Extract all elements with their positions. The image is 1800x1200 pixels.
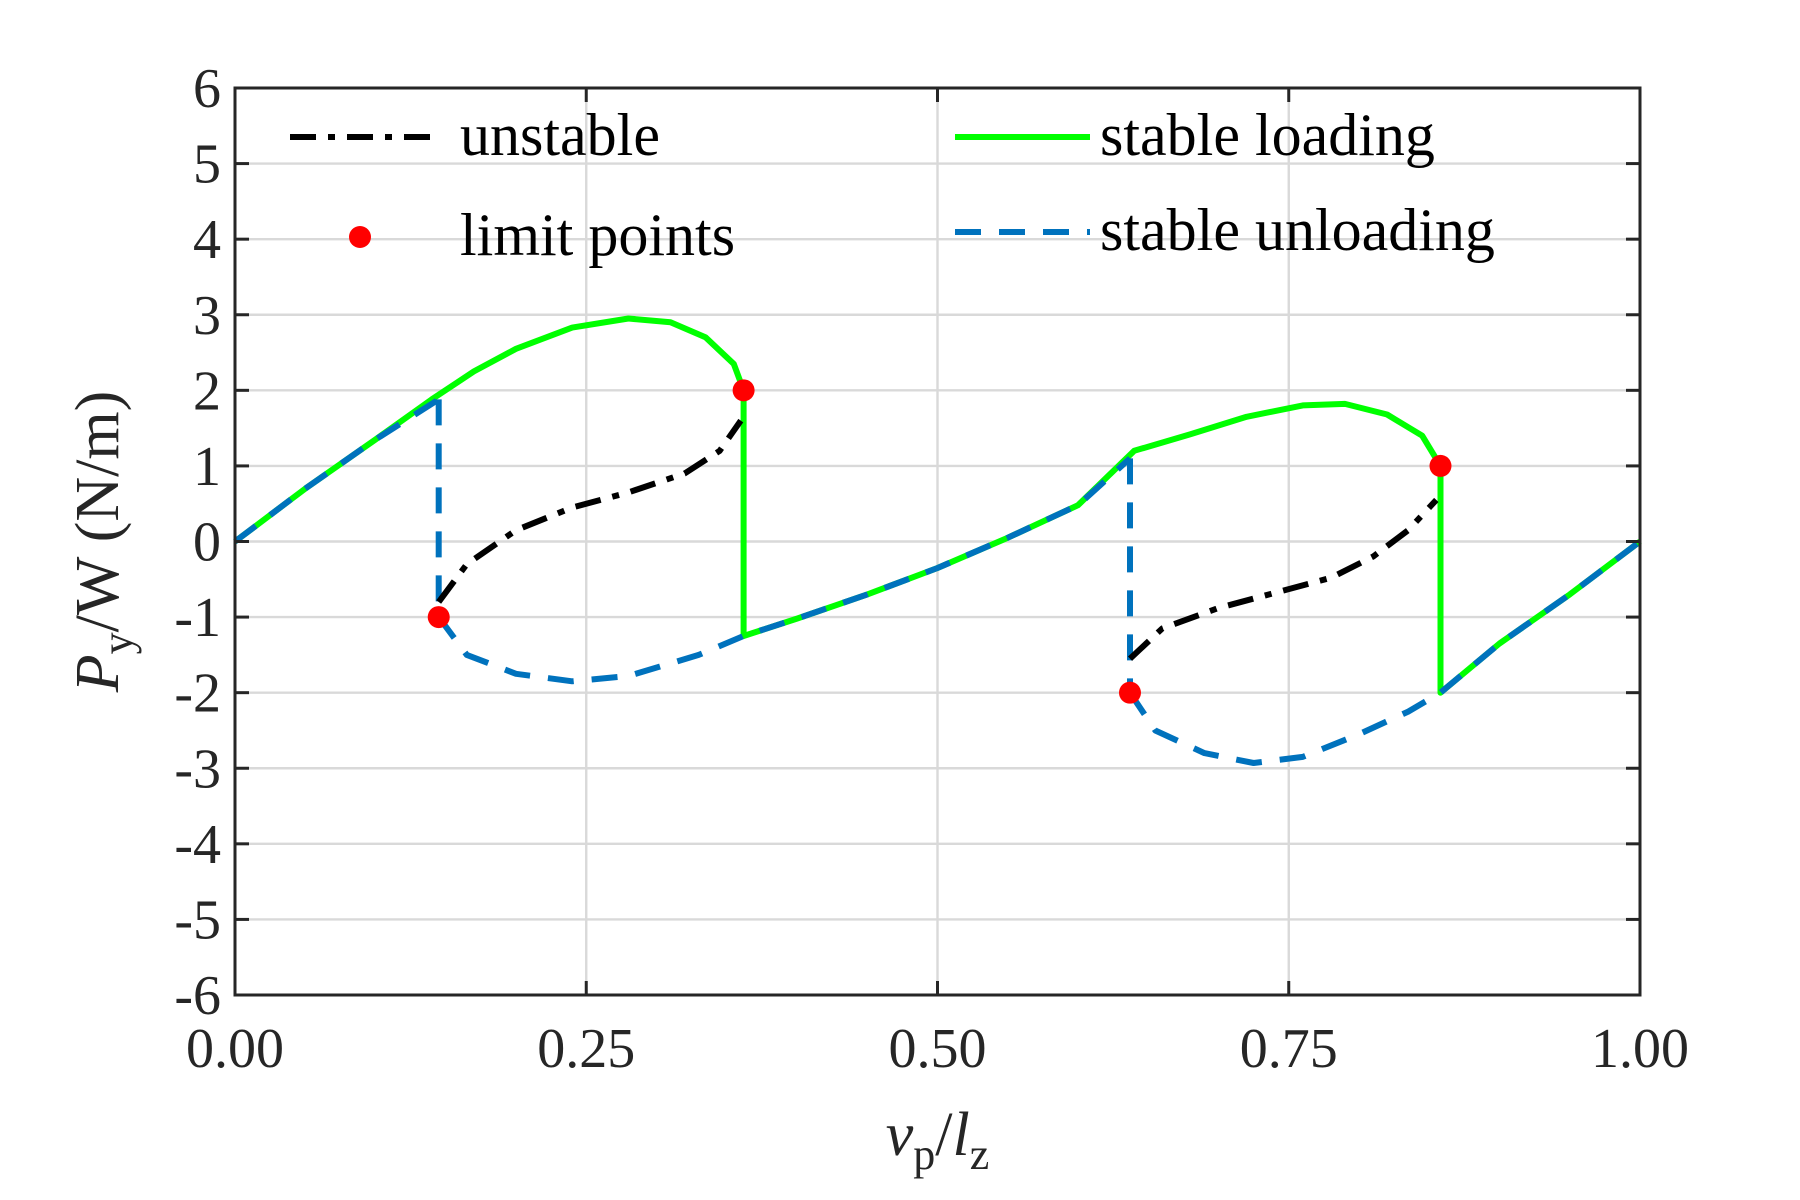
y-tick-label: -3 bbox=[174, 738, 221, 800]
tick-layer: 0.00 0.25 0.50 0.75 1.00 6 5 4 3 2 1 0 -1 -2 -3 -4 -5 -6 bbox=[174, 58, 1689, 1080]
y-tick-label: 6 bbox=[193, 58, 221, 120]
series-layer bbox=[233, 315, 1642, 766]
x-label-var: v bbox=[886, 1101, 914, 1169]
y-tick-label: 2 bbox=[193, 360, 221, 422]
y-label-var: P bbox=[64, 654, 132, 693]
x-tick-label: 0.50 bbox=[889, 1018, 987, 1080]
legend-marker-limit-points bbox=[349, 226, 371, 248]
y-tick-label: -4 bbox=[174, 814, 221, 876]
x-label-sep: / bbox=[935, 1101, 953, 1169]
y-tick-label: 0 bbox=[193, 512, 221, 574]
x-label-var2-sub: z bbox=[970, 1130, 990, 1179]
legend: unstable stable loading limit points stable… bbox=[290, 102, 1495, 268]
series-line-stable-unloading bbox=[1127, 539, 1642, 766]
x-label-var-sub: p bbox=[913, 1130, 935, 1179]
y-tick-label: -5 bbox=[174, 889, 221, 951]
x-tick-label: 1.00 bbox=[1591, 1018, 1689, 1080]
y-axis-label: Py/W (N/m) bbox=[64, 391, 142, 694]
legend-label-unstable: unstable bbox=[460, 102, 660, 168]
x-tick-label: 0.75 bbox=[1240, 1018, 1338, 1080]
marker-layer bbox=[427, 379, 1452, 704]
y-label-rest: /W (N/m) bbox=[64, 391, 132, 633]
limit-point-marker bbox=[427, 606, 450, 629]
y-tick-label: 5 bbox=[193, 134, 221, 196]
series-line-stable-unloading bbox=[436, 456, 1133, 685]
x-axis-label: vp/lz bbox=[886, 1101, 990, 1179]
y-tick-label: -1 bbox=[174, 587, 221, 649]
legend-label-limit-points: limit points bbox=[460, 202, 735, 268]
legend-label-stable-unloading: stable unloading bbox=[1100, 197, 1495, 263]
y-tick-label: -2 bbox=[174, 663, 221, 725]
limit-point-marker bbox=[732, 379, 755, 402]
series-line-unstable bbox=[1127, 497, 1439, 661]
x-tick-label: 0.00 bbox=[186, 1018, 284, 1080]
limit-point-marker bbox=[1429, 454, 1452, 477]
y-tick-label: 3 bbox=[193, 285, 221, 347]
limit-point-marker bbox=[1118, 681, 1141, 704]
y-tick-label: 1 bbox=[193, 436, 221, 498]
y-label-var-sub: y bbox=[93, 632, 142, 654]
y-tick-label: 4 bbox=[193, 209, 221, 271]
x-label-var2: l bbox=[953, 1101, 970, 1169]
series-line-unstable bbox=[436, 418, 744, 604]
y-tick-label: -6 bbox=[174, 965, 221, 1027]
x-tick-label: 0.25 bbox=[537, 1018, 635, 1080]
legend-label-stable-loading: stable loading bbox=[1100, 102, 1435, 168]
